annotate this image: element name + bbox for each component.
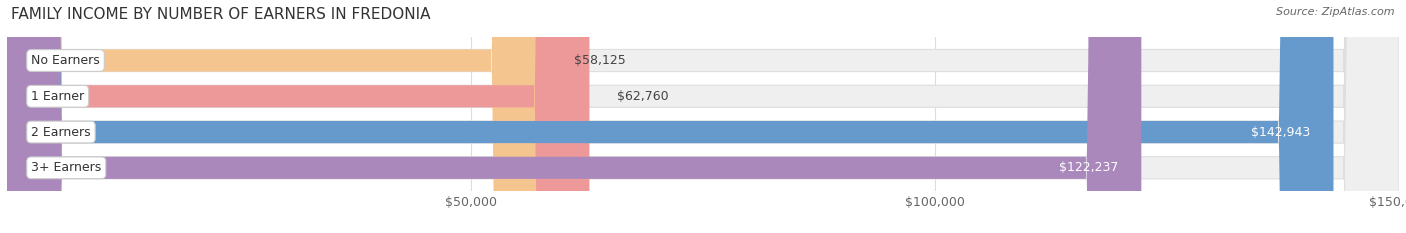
Text: No Earners: No Earners [31,54,100,67]
Text: 3+ Earners: 3+ Earners [31,161,101,174]
Text: FAMILY INCOME BY NUMBER OF EARNERS IN FREDONIA: FAMILY INCOME BY NUMBER OF EARNERS IN FR… [11,7,430,22]
Text: $62,760: $62,760 [617,90,669,103]
FancyBboxPatch shape [7,0,1399,233]
FancyBboxPatch shape [7,0,1399,233]
FancyBboxPatch shape [7,0,547,233]
Text: $122,237: $122,237 [1059,161,1118,174]
Text: $58,125: $58,125 [574,54,626,67]
Text: $142,943: $142,943 [1251,126,1310,139]
Text: 1 Earner: 1 Earner [31,90,84,103]
FancyBboxPatch shape [7,0,1399,233]
Text: 2 Earners: 2 Earners [31,126,91,139]
FancyBboxPatch shape [7,0,1333,233]
FancyBboxPatch shape [7,0,1399,233]
Text: Source: ZipAtlas.com: Source: ZipAtlas.com [1277,7,1395,17]
FancyBboxPatch shape [7,0,589,233]
FancyBboxPatch shape [7,0,1142,233]
